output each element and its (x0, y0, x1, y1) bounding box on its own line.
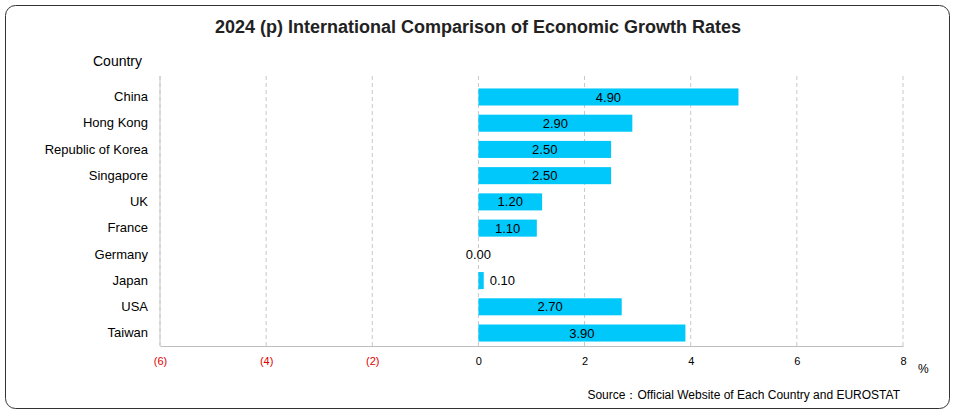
y-tick: Hong Kong (83, 115, 160, 130)
y-tick-label: Japan (113, 273, 148, 288)
y-tick: Singapore (89, 168, 160, 183)
grid-line (160, 76, 161, 346)
y-tick-label: Hong Kong (83, 115, 148, 130)
y-tick-label: Taiwan (108, 325, 148, 340)
y-tick-label: Republic of Korea (45, 142, 149, 157)
frame (6, 6, 950, 409)
x-tick: 6 (794, 346, 800, 367)
y-tick: Germany (95, 246, 160, 261)
bar (478, 324, 685, 341)
x-tick-label: (4) (260, 355, 273, 367)
grid (160, 76, 903, 346)
bar (478, 167, 611, 184)
x-tick: 4 (688, 346, 694, 367)
x-axis-title: % (918, 362, 929, 376)
grid-line (690, 76, 691, 346)
y-axis-line (160, 76, 161, 346)
x-tick-label: 0 (476, 355, 482, 367)
x-tick: 0 (476, 346, 482, 367)
y-tick-label: China (114, 89, 149, 104)
chart-svg: (6) (4) (2) 0 2 4 6 8 China Hong Kong Republic of … (0, 0, 955, 414)
y-axis-title: Country (93, 53, 142, 69)
bar (478, 298, 621, 315)
data-label: 2.50 (532, 168, 557, 183)
x-tick-label: 8 (900, 355, 906, 367)
data-label: 2.50 (532, 142, 557, 157)
y-tick: China (114, 89, 160, 104)
data-label: 2.70 (537, 299, 562, 314)
x-tick: (2) (366, 346, 379, 367)
source-note: Source：Official Website of Each Country … (587, 388, 900, 402)
y-tick-label: France (108, 220, 148, 235)
data-label: 1.20 (498, 194, 523, 209)
bar (478, 115, 632, 132)
x-tick: 8 (900, 346, 906, 367)
y-tick-label: Germany (95, 246, 149, 261)
y-tick: France (108, 220, 160, 235)
data-label: 0.00 (466, 247, 491, 262)
x-tick-label: 6 (794, 355, 800, 367)
y-tick-label: USA (121, 299, 148, 314)
x-tick-label: (2) (366, 355, 379, 367)
x-tick: (4) (260, 346, 273, 367)
grid-line (372, 76, 373, 346)
y-tick: UK (130, 194, 160, 209)
data-label: 4.90 (596, 90, 621, 105)
y-tick: Taiwan (108, 325, 160, 340)
data-label: 0.10 (490, 273, 515, 288)
x-tick: 2 (582, 346, 588, 367)
bar (478, 141, 611, 158)
grid-line (266, 76, 267, 346)
x-tick: (6) (154, 346, 167, 367)
bar (478, 193, 542, 210)
grid-line (796, 76, 797, 346)
y-tick-label: Singapore (89, 168, 148, 183)
x-axis: (6) (4) (2) 0 2 4 6 8 (154, 346, 907, 367)
x-tick-label: 4 (688, 355, 694, 367)
bar (478, 272, 483, 289)
data-labels: 4.90 2.90 2.50 2.50 1.20 1.10 0.00 0.10 2.70 3.90 (466, 90, 621, 341)
data-label: 3.90 (569, 326, 594, 341)
y-tick: Japan (113, 273, 160, 288)
bars (478, 88, 738, 341)
data-label: 1.10 (495, 221, 520, 236)
y-tick: USA (121, 299, 160, 314)
x-tick-label: 2 (582, 355, 588, 367)
x-tick-label: (6) (154, 355, 167, 367)
data-label: 2.90 (543, 116, 568, 131)
y-tick-label: UK (130, 194, 148, 209)
y-tick: Republic of Korea (45, 142, 160, 157)
x-axis-line (161, 346, 904, 347)
y-axis: China Hong Kong Republic of Korea Singapore… (45, 76, 160, 346)
bar (478, 220, 536, 237)
grid-line (903, 76, 904, 346)
bar (478, 88, 738, 105)
title: 2024 (p) International Comparison of Eco… (215, 17, 741, 37)
